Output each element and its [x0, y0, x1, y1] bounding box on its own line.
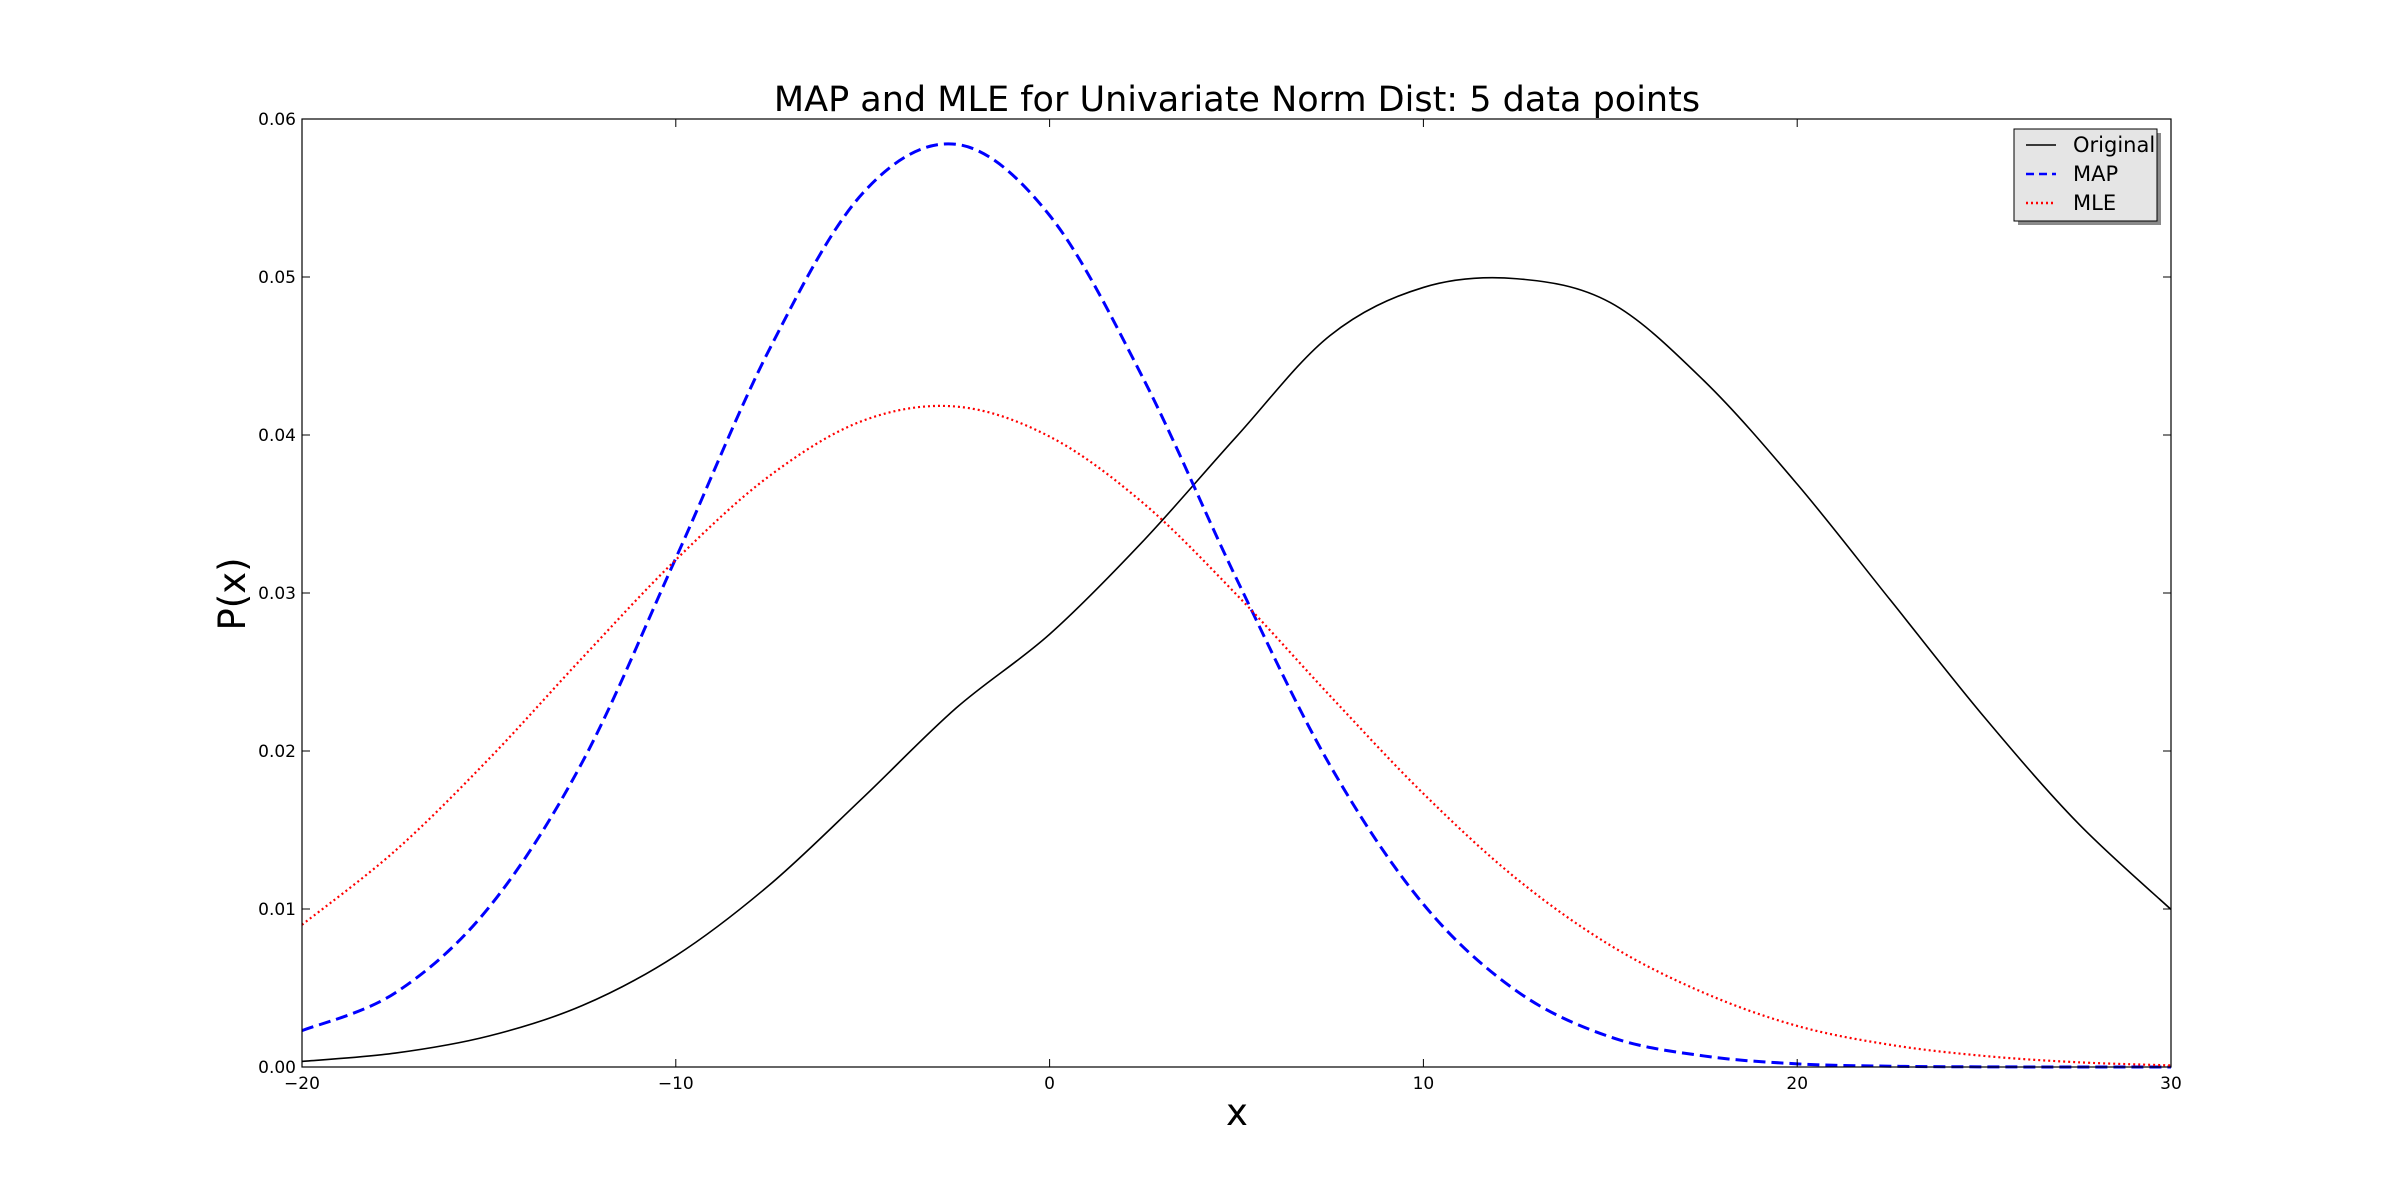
plot-frame: [301, 118, 2172, 1068]
legend-items: Original MAP MLE: [2026, 133, 2155, 215]
y-tick-label: 0.03: [258, 584, 296, 604]
y-tick-label: 0.06: [258, 110, 296, 130]
y-tick-label: 0.02: [258, 742, 296, 762]
chart-title: MAP and MLE for Univariate Norm Dist: 5 …: [774, 80, 1700, 120]
axis-ticks: −20 −10 0 10 20 30 0.00 0.01 0.02 0.03 0.04 0.05 0.0…: [258, 110, 2182, 1094]
plot-area: [301, 142, 2172, 1069]
x-tick-label: −20: [284, 1074, 320, 1094]
x-tick-label: 10: [1413, 1074, 1435, 1094]
x-tick-label: −10: [658, 1074, 694, 1094]
series-line-original: [301, 276, 2172, 1063]
series-line-map: [301, 142, 2172, 1069]
x-tick-label: 20: [1786, 1074, 1808, 1094]
legend: Original MAP MLE: [2013, 128, 2161, 225]
y-tick-label: 0.05: [258, 268, 296, 288]
y-tick-label: 0.00: [258, 1058, 296, 1078]
x-tick-label: 0: [1044, 1074, 1055, 1094]
x-tick-label: 30: [2160, 1074, 2182, 1094]
y-axis-label: P(x): [211, 557, 254, 630]
y-tick-label: 0.01: [258, 900, 296, 920]
series-line-mle: [301, 404, 2172, 1067]
x-axis-label: x: [1226, 1091, 1248, 1134]
legend-label-mle: MLE: [2073, 191, 2116, 215]
legend-label-original: Original: [2073, 133, 2155, 157]
y-tick-label: 0.04: [258, 426, 296, 446]
legend-label-map: MAP: [2073, 162, 2118, 186]
